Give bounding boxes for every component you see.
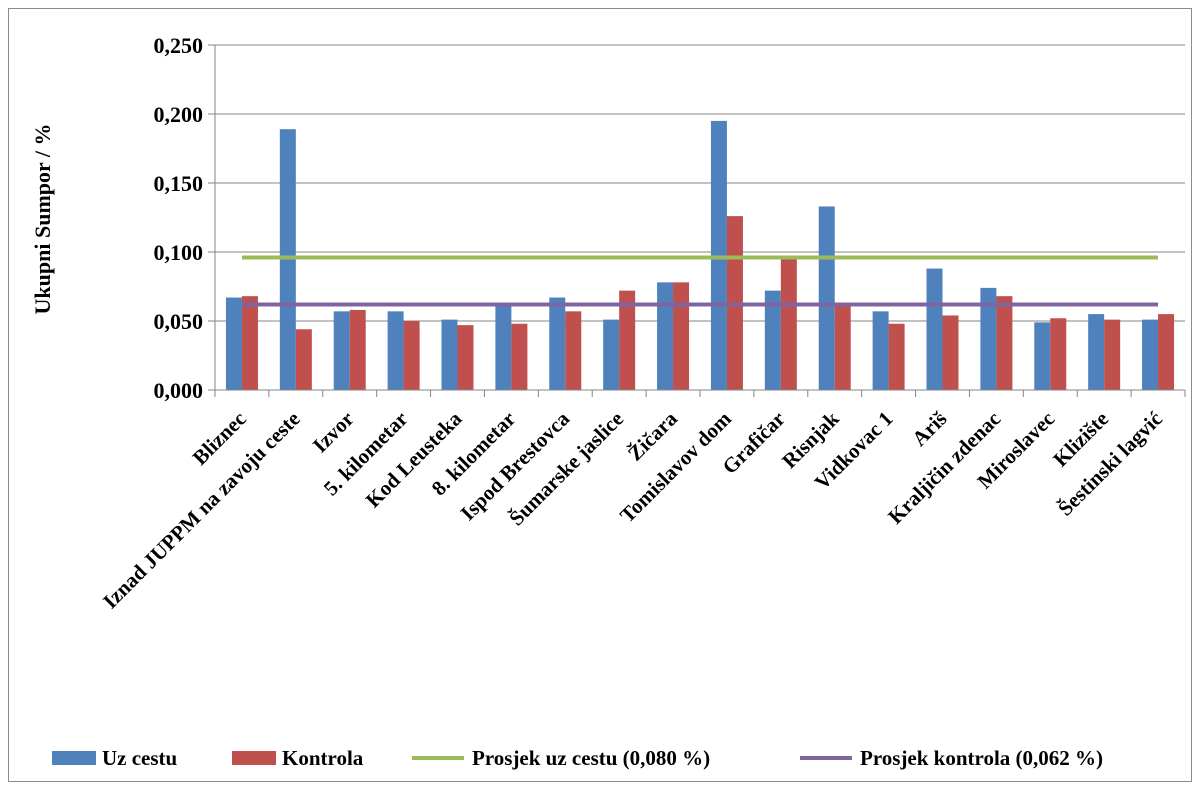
bar-uz-cestu [225,297,242,390]
bar-kontrola [996,296,1013,390]
legend-item: Prosjek uz cestu (0,080 %) [412,746,710,770]
legend-swatch [232,751,276,765]
bar-uz-cestu [441,319,458,390]
y-tick-label: 0,150 [154,171,204,196]
bar-uz-cestu [926,268,943,390]
legend-swatch [52,751,96,765]
chart-frame [8,8,1192,782]
bar-uz-cestu [603,319,620,390]
bar-kontrola [1158,314,1175,390]
bar-kontrola [241,296,258,390]
legend-label: Kontrola [282,746,364,770]
bar-uz-cestu [872,311,889,390]
bar-kontrola [457,325,474,390]
gridlines [215,44,1185,322]
legend-item: Prosjek kontrola (0,062 %) [800,746,1103,770]
axes [214,45,1186,397]
bar-uz-cestu [818,206,835,390]
bar-uz-cestu [333,311,350,390]
bar-uz-cestu [764,290,781,390]
legend-label: Prosjek uz cestu (0,080 %) [472,746,710,770]
bar-uz-cestu [710,120,727,391]
bar-kontrola [403,321,420,390]
x-category-label: Iznad JUPPM na zavoju ceste [98,407,305,614]
legend-label: Prosjek kontrola (0,062 %) [860,746,1103,770]
bar-kontrola [1104,319,1121,390]
legend-item: Kontrola [232,746,364,770]
bar-kontrola [780,258,797,390]
bars [225,120,1175,391]
bar-uz-cestu [1142,319,1159,390]
bar-uz-cestu [495,304,512,390]
bar-uz-cestu [387,311,404,390]
bar-kontrola [1050,318,1067,390]
bar-kontrola [834,304,851,390]
bar-kontrola [349,309,366,390]
legend-label: Uz cestu [102,746,178,770]
y-axis-title: Ukupni Sumpor / % [30,124,55,315]
bar-kontrola [511,323,528,390]
x-category-label: Ariš [907,407,951,451]
bar-uz-cestu [980,287,997,390]
y-axis-ticks: 0,000 0,050 0,100 0,150 0,200 0,250 [154,33,215,403]
bar-kontrola [942,315,959,390]
bar-kontrola [619,290,636,390]
y-tick-label: 0,100 [154,240,204,265]
y-tick-label: 0,200 [154,102,204,127]
bar-kontrola [888,323,905,390]
average-lines [241,255,1159,307]
y-tick-label: 0,000 [154,378,204,403]
bar-uz-cestu [549,297,566,390]
bar-uz-cestu [279,129,296,390]
y-tick-label: 0,050 [154,309,204,334]
bar-uz-cestu [657,282,674,390]
bar-kontrola [295,329,312,390]
legend-item: Uz cestu [52,746,178,770]
y-tick-label: 0,250 [154,33,204,58]
bar-uz-cestu [1034,322,1051,390]
bar-kontrola [565,311,582,390]
bar-kontrola [673,282,690,390]
bar-uz-cestu [1088,314,1105,390]
legend: Uz cestu Kontrola Prosjek uz cestu (0,080 … [52,746,1103,770]
